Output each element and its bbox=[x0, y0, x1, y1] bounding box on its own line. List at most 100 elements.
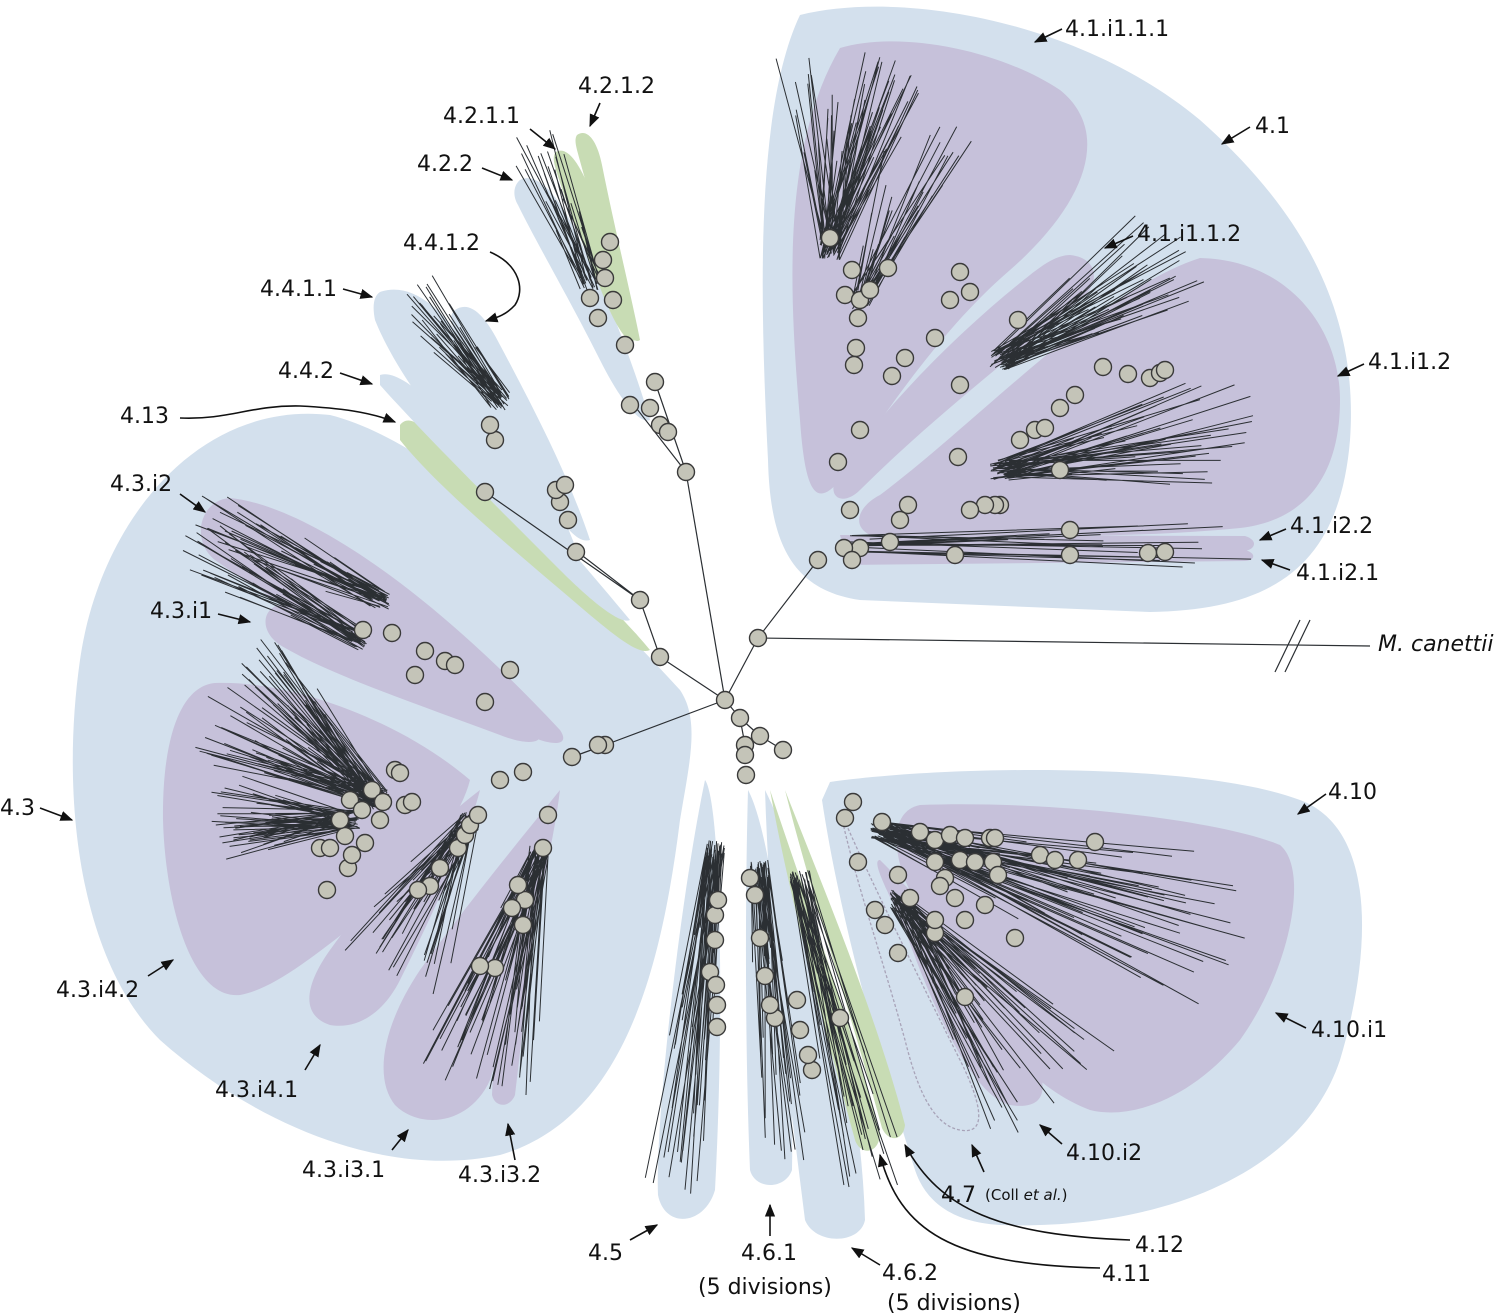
tree-node bbox=[562, 747, 582, 767]
tree-node bbox=[872, 812, 892, 832]
label-4-3-i2: 4.3.i2 bbox=[110, 472, 172, 497]
tree-node bbox=[415, 641, 435, 661]
tree-node bbox=[736, 765, 756, 785]
label-4-11: 4.11 bbox=[1102, 1262, 1151, 1287]
branch-fan bbox=[211, 775, 360, 860]
tree-node bbox=[930, 876, 950, 896]
clade-4-1-i1-2-shade bbox=[859, 258, 1340, 537]
tree-node bbox=[1035, 418, 1055, 438]
tree-node bbox=[676, 462, 696, 482]
tree-node bbox=[390, 763, 410, 783]
tree-node bbox=[603, 290, 623, 310]
tree-node bbox=[760, 995, 780, 1015]
tree-node bbox=[830, 1008, 850, 1028]
tree-node bbox=[755, 966, 775, 986]
label-4-7-citation: (Coll et al.) bbox=[985, 1186, 1068, 1204]
tree-node bbox=[600, 232, 620, 252]
clade-4-6-2-shade bbox=[765, 790, 865, 1239]
tree-node bbox=[580, 288, 600, 308]
tree-node bbox=[705, 930, 725, 950]
label-arrows bbox=[39, 28, 1365, 1269]
branch-fan-lines bbox=[775, 52, 919, 260]
tree-node bbox=[955, 828, 975, 848]
tree-node bbox=[353, 620, 373, 640]
branch-fan-lines bbox=[182, 525, 371, 651]
label-4-7: 4.7 bbox=[941, 1183, 976, 1208]
tree-node bbox=[955, 987, 975, 1007]
clade-shading bbox=[72, 6, 1363, 1239]
label-4-5: 4.5 bbox=[588, 1241, 623, 1266]
tree-node bbox=[706, 975, 726, 995]
tree-node bbox=[820, 228, 840, 248]
tree-node bbox=[588, 735, 608, 755]
tree-node bbox=[890, 510, 910, 530]
tree-node bbox=[355, 833, 375, 853]
tree-node bbox=[513, 762, 533, 782]
label-4-3: 4.3 bbox=[0, 796, 35, 821]
branch-fan-lines bbox=[989, 215, 1205, 371]
label-4-6-1: 4.6.1 bbox=[741, 1241, 797, 1266]
tree-node bbox=[468, 805, 488, 825]
tree-node bbox=[940, 825, 960, 845]
label-4-1: 4.1 bbox=[1255, 114, 1290, 139]
tree-node bbox=[787, 990, 807, 1010]
tree-node bbox=[925, 328, 945, 348]
label-4-4-1-2: 4.4.1.2 bbox=[403, 231, 480, 256]
label-4-13: 4.13 bbox=[120, 404, 169, 429]
tree-node bbox=[408, 880, 428, 900]
label-4-1-i1-2: 4.1.i1.2 bbox=[1368, 350, 1451, 375]
tree-node bbox=[558, 510, 578, 530]
branch-fan bbox=[775, 52, 919, 260]
branch-fan bbox=[989, 215, 1205, 371]
tree-node bbox=[588, 308, 608, 328]
tree-node bbox=[508, 875, 528, 895]
label-4-3-i3-1: 4.3.i3.1 bbox=[302, 1158, 385, 1183]
tree-node bbox=[882, 366, 902, 386]
backbone-branch bbox=[484, 381, 1371, 758]
tree-node bbox=[630, 590, 650, 610]
tree-node bbox=[640, 398, 660, 418]
tree-node bbox=[330, 810, 350, 830]
branch-fan bbox=[515, 130, 601, 291]
tree-node bbox=[1065, 385, 1085, 405]
label-outgroup: M. canettii bbox=[1378, 632, 1494, 657]
tree-node bbox=[566, 542, 586, 562]
tree-node bbox=[950, 375, 970, 395]
clade-4-3-i3-1-shade bbox=[383, 790, 560, 1120]
tree-node bbox=[1010, 430, 1030, 450]
label-4-3-i3-2: 4.3.i3.2 bbox=[458, 1163, 541, 1188]
tree-node bbox=[843, 792, 863, 812]
tree-node bbox=[925, 852, 945, 872]
tree-node bbox=[878, 258, 898, 278]
label-4-1-i1-1-2: 4.1.i1.1.2 bbox=[1137, 222, 1241, 247]
clade-4-12-shade bbox=[785, 790, 905, 1139]
tree-node bbox=[1085, 832, 1105, 852]
branch-fan-lines bbox=[406, 275, 510, 411]
tree-node bbox=[650, 647, 670, 667]
tree-node bbox=[960, 500, 980, 520]
tree-node bbox=[658, 422, 678, 442]
tree-node bbox=[480, 415, 500, 435]
outgroup-break-mark bbox=[1274, 619, 1311, 673]
tree-node bbox=[335, 826, 355, 846]
tree-node bbox=[955, 910, 975, 930]
tree-node bbox=[745, 885, 765, 905]
tree-node bbox=[840, 500, 860, 520]
tree-node bbox=[615, 335, 635, 355]
tree-nodes bbox=[310, 228, 1175, 1080]
label-4-4-2: 4.4.2 bbox=[278, 359, 334, 384]
tree-node bbox=[895, 348, 915, 368]
tree-node bbox=[362, 780, 382, 800]
tree-node bbox=[402, 792, 422, 812]
tree-node bbox=[445, 655, 465, 675]
label-4-6-2-divisions: (5 divisions) bbox=[887, 1291, 1021, 1314]
label-4-10: 4.10 bbox=[1328, 780, 1377, 805]
tree-node bbox=[593, 250, 613, 270]
tree-node bbox=[798, 1045, 818, 1065]
tree-node bbox=[750, 726, 770, 746]
tree-node bbox=[910, 822, 930, 842]
tree-node bbox=[1045, 850, 1065, 870]
tree-node bbox=[382, 623, 402, 643]
tree-node bbox=[1050, 398, 1070, 418]
